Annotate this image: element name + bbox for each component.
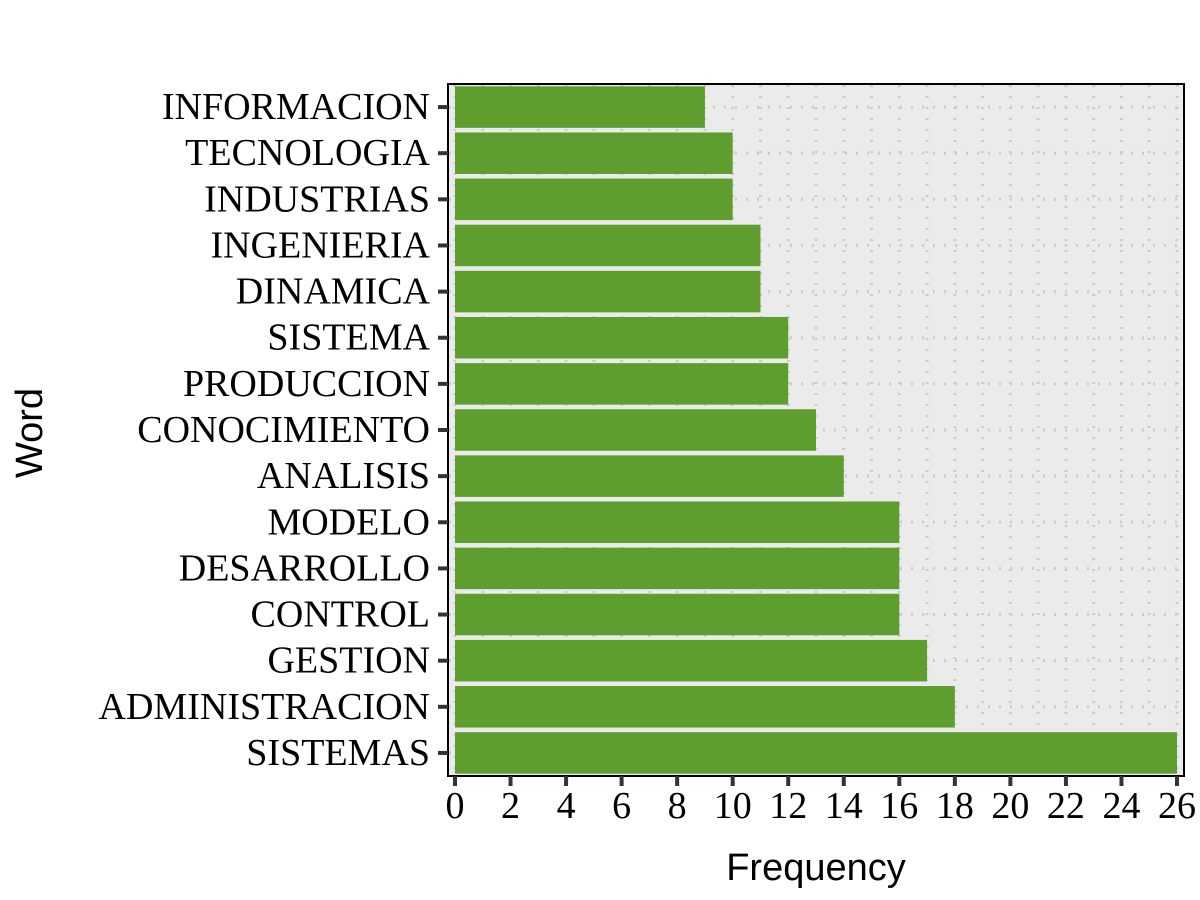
x-tick-label: 6 — [612, 785, 631, 827]
bar-analisis — [455, 455, 844, 497]
y-axis-title: Word — [9, 388, 51, 478]
bar-conocimiento — [455, 409, 816, 451]
category-label: INFORMACION — [162, 86, 430, 128]
bar-gestion — [455, 639, 928, 682]
x-tick-label: 4 — [557, 785, 576, 827]
x-tick-label: 16 — [880, 785, 918, 827]
x-axis: 0 2 4 6 8 10 12 14 16 18 20 22 24 26 — [446, 776, 1196, 827]
bar-sistemas — [455, 732, 1177, 774]
category-label: INGENIERIA — [210, 224, 430, 266]
category-label: ANALISIS — [257, 455, 430, 497]
x-axis-title: Frequency — [726, 847, 906, 889]
category-label: CONTROL — [251, 594, 430, 636]
x-tick-label: 20 — [991, 785, 1029, 827]
y-axis: INFORMACIONTECNOLOGIAINDUSTRIASINGENIERI… — [99, 86, 448, 774]
x-tick-label: 14 — [825, 785, 863, 827]
category-label: DINAMICA — [236, 271, 431, 313]
bar-administracion — [455, 686, 955, 728]
bar-produccion — [455, 363, 789, 405]
x-tick-label: 2 — [501, 785, 520, 827]
bar-tecnologia — [455, 132, 733, 174]
bar-modelo — [455, 501, 900, 544]
x-tick-label: 22 — [1047, 785, 1085, 827]
category-label: INDUSTRIAS — [204, 178, 430, 220]
x-tick-label: 8 — [668, 785, 687, 827]
category-label: CONOCIMIENTO — [137, 409, 430, 451]
bar-desarrollo — [455, 547, 900, 590]
bar-control — [455, 593, 900, 636]
bar-informacion — [455, 86, 705, 128]
x-tick-label: 18 — [936, 785, 974, 827]
x-tick-label: 0 — [446, 785, 465, 827]
category-label: SISTEMA — [267, 317, 430, 359]
x-tick-label: 26 — [1158, 785, 1196, 827]
category-label: DESARROLLO — [179, 547, 430, 589]
bars — [455, 86, 1177, 774]
bar-sistema — [455, 316, 789, 359]
x-tick-label: 24 — [1102, 785, 1140, 827]
bar-ingenieria — [455, 224, 761, 267]
category-label: PRODUCCION — [183, 363, 430, 405]
x-tick-label: 10 — [714, 785, 752, 827]
category-label: ADMINISTRACION — [99, 686, 430, 728]
bar-industrias — [455, 178, 733, 221]
category-label: GESTION — [267, 640, 430, 682]
x-tick-label: 12 — [769, 785, 807, 827]
category-label: TECNOLOGIA — [185, 132, 430, 174]
category-label: SISTEMAS — [246, 732, 430, 774]
category-label: MODELO — [267, 501, 430, 543]
bar-dinamica — [455, 270, 761, 313]
